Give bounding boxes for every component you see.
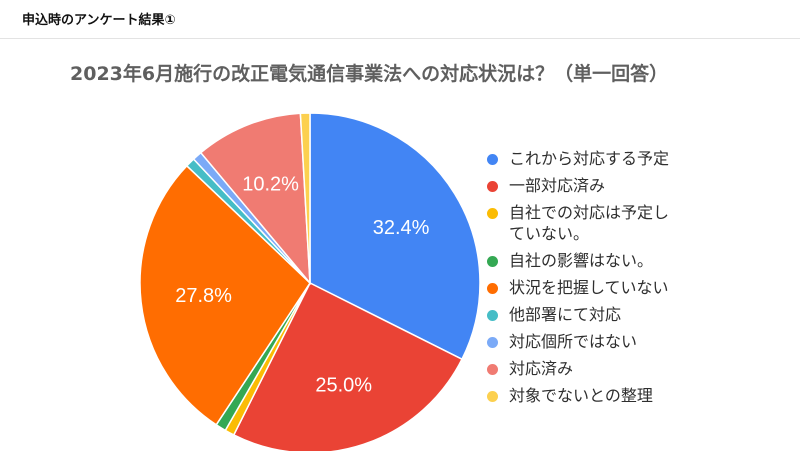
- legend-item-3: 自社での対応は予定し ていない。: [487, 202, 727, 244]
- legend-label: 対応済み: [509, 359, 574, 378]
- legend-label: 自社の影響はない。: [509, 251, 654, 270]
- legend-item-5: 状況を把握していない: [487, 277, 727, 298]
- slice-data-label-8: 10.2%: [242, 173, 299, 195]
- legend-item-4: 自社の影響はない。: [487, 250, 727, 271]
- legend-label: 自社での対応は予定し ていない。: [509, 203, 670, 243]
- legend-label: 一部対応済み: [509, 176, 606, 195]
- pie-slice-8: [199, 112, 311, 286]
- page-title: 申込時のアンケート結果①: [22, 13, 176, 28]
- legend-label: 他部署にて対応: [509, 305, 622, 324]
- legend-item-2: 一部対応済み: [487, 175, 727, 196]
- legend-item-6: 他部署にて対応: [487, 304, 727, 325]
- legend-label: 対応個所ではない: [509, 332, 638, 351]
- legend-swatch: [487, 154, 498, 165]
- pie-slice-1: [309, 112, 481, 361]
- legend-swatch: [487, 208, 498, 219]
- legend-swatch: [487, 364, 498, 375]
- page-header: 申込時のアンケート結果①: [0, 0, 800, 39]
- legend-label: これから対応する予定: [509, 149, 670, 168]
- chart-title: 2023年6月施行の改正電気通信事業法への対応状況は？（単一回答）: [70, 63, 669, 85]
- legend-swatch: [487, 337, 498, 348]
- legend-swatch: [487, 283, 498, 294]
- pie-slice-2: [232, 281, 463, 451]
- slice-data-label-5: 27.8%: [175, 285, 232, 307]
- slice-data-label-2: 25.0%: [315, 375, 372, 397]
- legend-swatch: [487, 310, 498, 321]
- pie-slice-9: [299, 112, 311, 284]
- legend-label: 対象でないとの整理: [509, 386, 653, 405]
- legend-label: 状況を把握していない: [509, 278, 669, 297]
- legend-swatch: [487, 391, 498, 402]
- legend-item-8: 対応済み: [487, 358, 727, 379]
- legend-swatch: [487, 256, 498, 267]
- legend-swatch: [487, 181, 498, 192]
- pie-slice-5: [139, 164, 311, 426]
- legend-item-1: これから対応する予定: [487, 148, 727, 169]
- legend-item-9: 対象でないとの整理: [487, 385, 727, 406]
- legend-item-7: 対応個所ではない: [487, 331, 727, 352]
- slice-data-label-1: 32.4%: [373, 217, 430, 239]
- chart-legend: これから対応する予定 一部対応済み自社での対応は予定し ていない。自社の影響はない。…: [487, 148, 727, 412]
